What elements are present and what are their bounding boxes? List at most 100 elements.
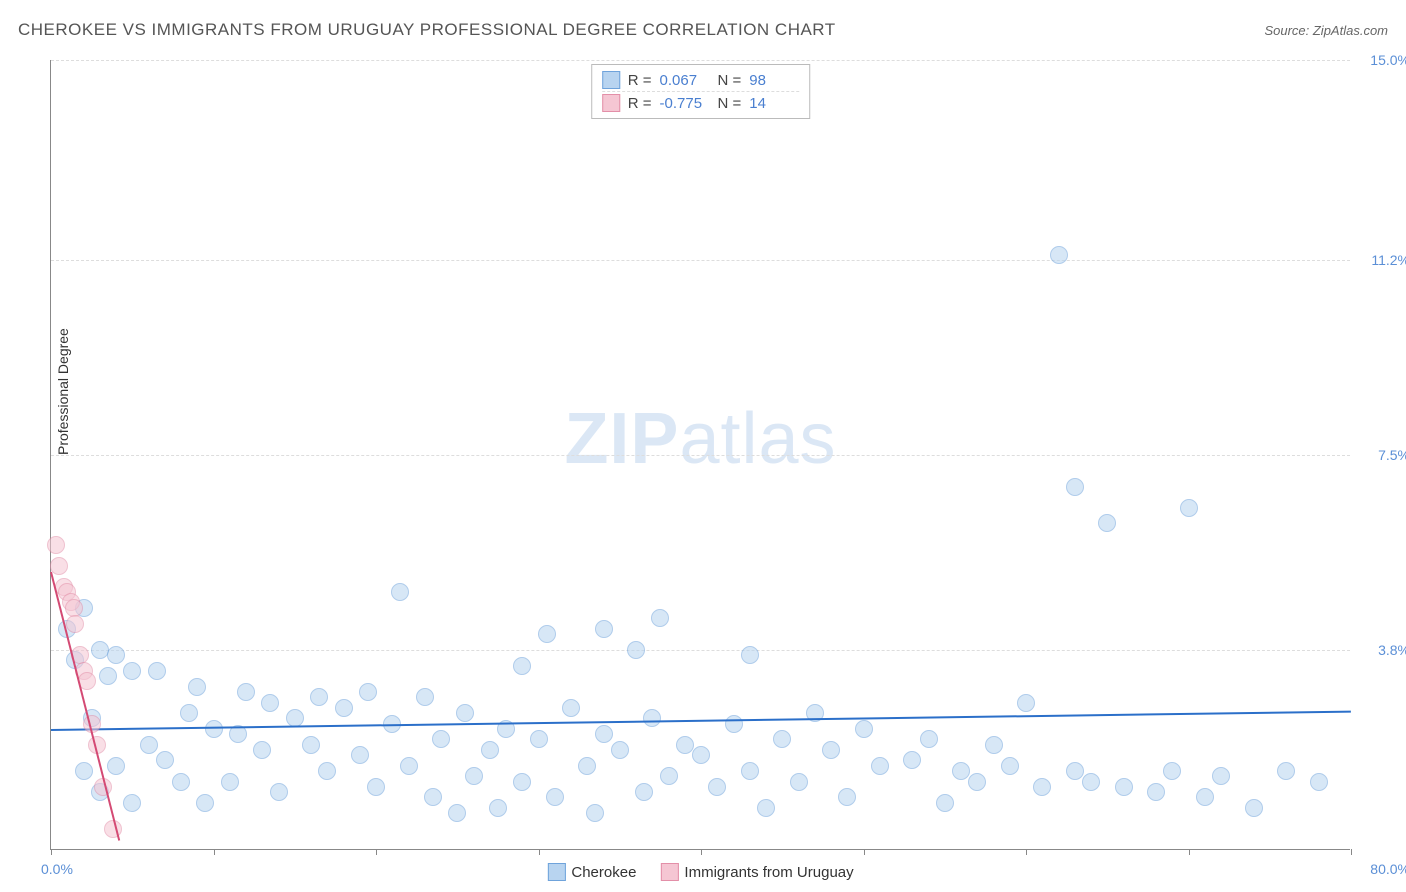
legend-item: Immigrants from Uruguay	[660, 863, 853, 881]
data-point	[595, 725, 613, 743]
data-point	[1310, 773, 1328, 791]
data-point	[513, 773, 531, 791]
data-point	[75, 762, 93, 780]
x-tick	[51, 849, 52, 855]
title-bar: CHEROKEE VS IMMIGRANTS FROM URUGUAY PROF…	[18, 20, 1388, 40]
data-point	[107, 757, 125, 775]
data-point	[1001, 757, 1019, 775]
data-point	[456, 704, 474, 722]
data-point	[432, 730, 450, 748]
data-point	[424, 788, 442, 806]
data-point	[180, 704, 198, 722]
y-tick-label: 7.5%	[1378, 447, 1406, 463]
data-point	[586, 804, 604, 822]
data-point	[1115, 778, 1133, 796]
data-point	[741, 762, 759, 780]
data-point	[855, 720, 873, 738]
n-value: 98	[749, 72, 799, 89]
data-point	[513, 657, 531, 675]
gridline	[51, 455, 1350, 456]
source-label: Source: ZipAtlas.com	[1264, 23, 1388, 38]
data-point	[310, 688, 328, 706]
stats-row: R =0.067N =98	[602, 69, 800, 91]
data-point	[952, 762, 970, 780]
data-point	[1033, 778, 1051, 796]
stats-row: R =-0.775N =14	[602, 91, 800, 114]
data-point	[1196, 788, 1214, 806]
x-tick	[376, 849, 377, 855]
data-point	[530, 730, 548, 748]
legend-swatch	[602, 71, 620, 89]
data-point	[1180, 499, 1198, 517]
data-point	[66, 615, 84, 633]
data-point	[651, 609, 669, 627]
n-label: N =	[718, 72, 742, 89]
data-point	[822, 741, 840, 759]
data-point	[205, 720, 223, 738]
data-point	[741, 646, 759, 664]
data-point	[1212, 767, 1230, 785]
data-point	[99, 667, 117, 685]
data-point	[1277, 762, 1295, 780]
r-value: -0.775	[660, 95, 710, 112]
data-point	[1017, 694, 1035, 712]
data-point	[416, 688, 434, 706]
data-point	[1245, 799, 1263, 817]
data-point	[660, 767, 678, 785]
data-point	[757, 799, 775, 817]
data-point	[50, 557, 68, 575]
data-point	[790, 773, 808, 791]
x-tick	[1189, 849, 1190, 855]
data-point	[148, 662, 166, 680]
data-point	[237, 683, 255, 701]
data-point	[261, 694, 279, 712]
bottom-legend: Cherokee Immigrants from Uruguay	[547, 863, 853, 881]
y-tick-label: 15.0%	[1370, 52, 1406, 68]
x-tick	[539, 849, 540, 855]
y-tick-label: 3.8%	[1378, 642, 1406, 658]
data-point	[391, 583, 409, 601]
data-point	[107, 646, 125, 664]
gridline	[51, 260, 1350, 261]
data-point	[595, 620, 613, 638]
data-point	[838, 788, 856, 806]
data-point	[1066, 762, 1084, 780]
data-point	[1147, 783, 1165, 801]
data-point	[578, 757, 596, 775]
x-min-label: 0.0%	[41, 861, 73, 877]
n-label: N =	[718, 95, 742, 112]
data-point	[318, 762, 336, 780]
watermark: ZIPatlas	[564, 398, 836, 480]
data-point	[351, 746, 369, 764]
data-point	[676, 736, 694, 754]
data-point	[708, 778, 726, 796]
legend-label: Cherokee	[571, 864, 636, 881]
data-point	[985, 736, 1003, 754]
data-point	[302, 736, 320, 754]
x-tick	[701, 849, 702, 855]
data-point	[489, 799, 507, 817]
data-point	[611, 741, 629, 759]
x-max-label: 80.0%	[1370, 861, 1406, 877]
plot-area: Professional Degree ZIPatlas 0.0% 80.0% …	[50, 60, 1350, 850]
stats-box: R =0.067N =98R =-0.775N =14	[591, 64, 811, 119]
data-point	[359, 683, 377, 701]
x-tick	[1351, 849, 1352, 855]
data-point	[1098, 514, 1116, 532]
gridline	[51, 650, 1350, 651]
data-point	[635, 783, 653, 801]
legend-swatch	[602, 94, 620, 112]
data-point	[773, 730, 791, 748]
chart-title: CHEROKEE VS IMMIGRANTS FROM URUGUAY PROF…	[18, 20, 836, 40]
data-point	[481, 741, 499, 759]
data-point	[448, 804, 466, 822]
legend-item: Cherokee	[547, 863, 636, 881]
data-point	[156, 751, 174, 769]
data-point	[253, 741, 271, 759]
data-point	[196, 794, 214, 812]
data-point	[367, 778, 385, 796]
gridline	[51, 60, 1350, 61]
data-point	[920, 730, 938, 748]
watermark-atlas: atlas	[679, 399, 836, 479]
data-point	[140, 736, 158, 754]
